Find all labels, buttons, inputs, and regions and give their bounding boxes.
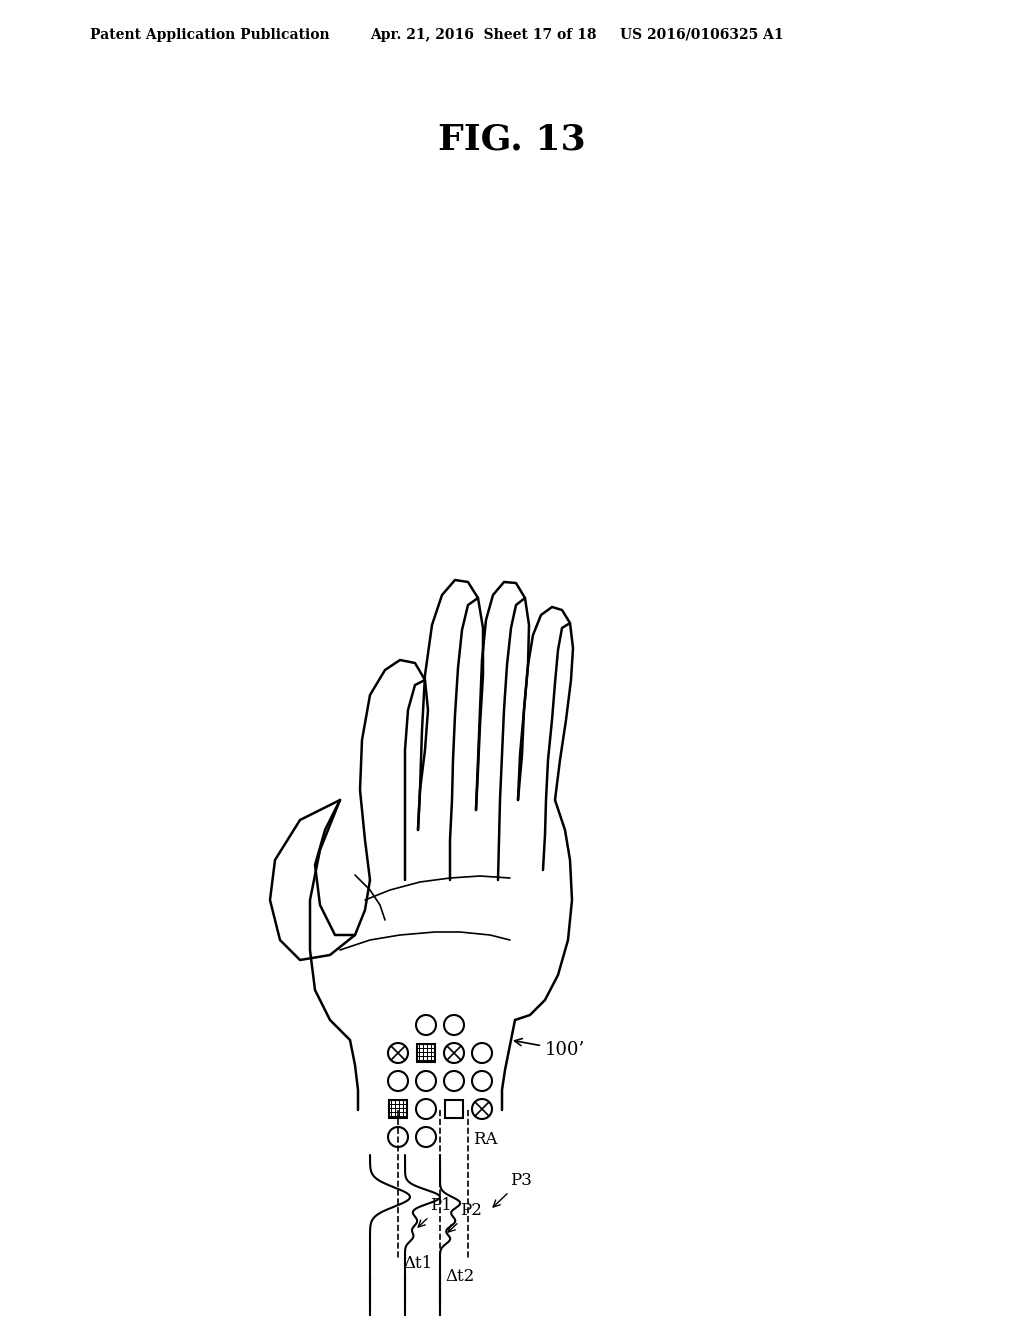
Text: P3: P3 (494, 1172, 531, 1206)
Text: 100’: 100’ (515, 1039, 586, 1059)
Text: Δt1: Δt1 (403, 1255, 432, 1272)
Text: P1: P1 (418, 1197, 452, 1228)
Bar (417, 1044, 435, 1063)
Text: FIG. 13: FIG. 13 (438, 123, 586, 157)
Text: P2: P2 (449, 1203, 482, 1232)
Bar (389, 1100, 407, 1118)
Text: RA: RA (473, 1131, 498, 1148)
Text: Patent Application Publication: Patent Application Publication (90, 28, 330, 42)
Text: US 2016/0106325 A1: US 2016/0106325 A1 (620, 28, 783, 42)
Text: Δt2: Δt2 (445, 1269, 474, 1284)
Bar (445, 1100, 463, 1118)
Text: Apr. 21, 2016  Sheet 17 of 18: Apr. 21, 2016 Sheet 17 of 18 (370, 28, 597, 42)
